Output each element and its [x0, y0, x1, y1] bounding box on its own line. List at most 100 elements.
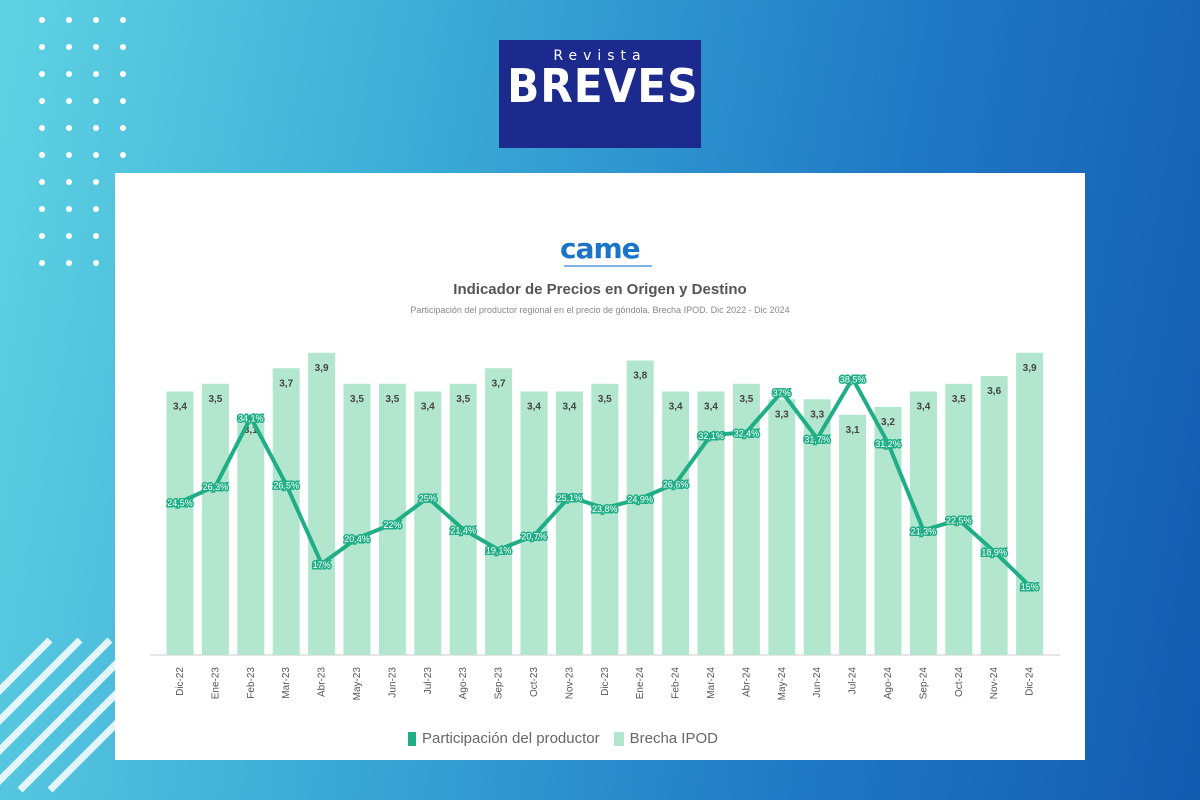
- bar-value-label: 3,1: [244, 425, 258, 436]
- x-tick-label: Abr-23: [317, 667, 328, 697]
- bar-brecha-ipod: [343, 383, 371, 655]
- x-tick-label: Sep-24: [918, 667, 929, 700]
- bar-brecha-ipod: [980, 376, 1008, 655]
- line-value-label: 25,1%: [557, 493, 583, 503]
- decor-dot: [93, 179, 99, 185]
- decor-dot: [39, 125, 45, 131]
- line-point: [637, 495, 644, 502]
- x-tick-label: May-24: [777, 667, 788, 701]
- legend-line-swatch: [408, 731, 416, 746]
- decor-dot: [66, 125, 72, 131]
- line-point: [424, 494, 431, 501]
- bar-value-label: 3,6: [987, 386, 1001, 397]
- x-tick-label: Jun-23: [387, 667, 398, 698]
- bar-brecha-ipod: [272, 368, 300, 655]
- bar-brecha-ipod: [414, 391, 442, 655]
- line-point: [531, 532, 537, 539]
- bar-value-label: 3,7: [492, 378, 506, 389]
- line-point: [1026, 582, 1033, 589]
- decor-dot: [93, 260, 99, 266]
- x-tick-label: Oct-23: [529, 667, 540, 697]
- x-tick-label: Mar-23: [281, 667, 292, 699]
- line-point: [389, 521, 396, 528]
- line-value-label: 15%: [1021, 582, 1039, 592]
- x-tick-label: Nov-23: [564, 667, 575, 700]
- chart-title: Indicador de Precios en Origen y Destino: [453, 281, 747, 298]
- x-tick-label: Jul-24: [848, 667, 859, 695]
- decor-dot: [93, 98, 99, 104]
- bar-value-label: 3,4: [669, 402, 683, 413]
- decor-dot: [39, 44, 45, 50]
- bar-brecha-ipod: [839, 414, 867, 655]
- bar-value-label: 3,3: [810, 409, 824, 420]
- bar-value-label: 3,4: [527, 402, 541, 413]
- decor-dot: [66, 44, 72, 50]
- x-tick-label: Mar-24: [706, 667, 717, 699]
- line-point: [601, 505, 608, 512]
- line-point: [672, 480, 679, 487]
- decor-dot: [120, 125, 126, 131]
- line-point: [177, 499, 183, 506]
- line-value-label: 24,5%: [167, 498, 193, 508]
- decor-dot: [66, 17, 72, 23]
- line-point: [566, 493, 573, 500]
- bar-value-label: 3,5: [598, 394, 612, 405]
- came-logo: came: [560, 232, 652, 270]
- bar-brecha-ipod: [909, 391, 937, 655]
- decor-dot: [120, 71, 126, 77]
- bar-value-label: 3,5: [208, 394, 222, 405]
- bar-brecha-ipod: [803, 399, 831, 655]
- x-tick-label: Sep-23: [494, 667, 505, 700]
- x-tick-label: Ago-23: [458, 667, 469, 700]
- line-point: [495, 546, 502, 553]
- decor-dot: [39, 17, 45, 23]
- breves-logo: Revista BREVES: [499, 40, 701, 148]
- x-tick-label: Feb-24: [671, 667, 682, 699]
- line-value-label: 21,4%: [450, 525, 476, 535]
- bar-brecha-ipod: [662, 391, 690, 655]
- decor-dot: [120, 98, 126, 104]
- decor-dot: [66, 260, 72, 266]
- bar-brecha-ipod: [555, 391, 583, 655]
- line-point: [885, 439, 891, 446]
- line-value-label: 21,3%: [911, 526, 937, 536]
- line-point: [778, 388, 785, 395]
- line-point: [991, 548, 998, 555]
- decor-dot: [39, 260, 45, 266]
- decor-dot: [66, 179, 72, 185]
- line-value-label: 26,6%: [663, 480, 689, 490]
- bar-value-label: 3,8: [633, 371, 647, 382]
- bar-value-label: 3,4: [562, 402, 576, 413]
- line-point: [212, 483, 219, 490]
- x-tick-label: May-23: [352, 667, 363, 701]
- line-value-label: 22,5%: [946, 516, 972, 526]
- decor-dot: [93, 44, 99, 50]
- line-value-label: 34,1%: [238, 413, 264, 423]
- bar-value-label: 3,4: [704, 402, 718, 413]
- came-logo-underline: [564, 265, 652, 267]
- line-value-label: 25%: [419, 494, 437, 504]
- line-point: [708, 432, 714, 438]
- decor-dot: [39, 98, 45, 104]
- line-point: [460, 526, 467, 533]
- line-point: [849, 375, 856, 382]
- logo-small-text: Revista: [553, 48, 647, 64]
- line-value-label: 32,1%: [698, 431, 724, 441]
- x-tick-label: Dic-22: [175, 667, 186, 696]
- x-tick-label: Dic-24: [1025, 667, 1036, 696]
- legend-item-brecha: Brecha IPOD: [629, 730, 718, 747]
- line-point: [955, 516, 962, 523]
- x-tick-label: Jun-24: [812, 667, 823, 698]
- decor-dot: [120, 17, 126, 23]
- x-tick-label: Ago-24: [883, 667, 894, 700]
- bar-value-label: 3,5: [952, 394, 966, 405]
- line-value-label: 17%: [313, 560, 331, 570]
- line-point: [743, 429, 750, 436]
- bar-brecha-ipod: [768, 399, 796, 655]
- bar-brecha-ipod: [626, 360, 654, 655]
- decor-dot: [39, 71, 45, 77]
- decor-dot: [93, 233, 99, 239]
- decor-dot: [39, 179, 45, 185]
- bar-brecha-ipod: [1016, 352, 1044, 655]
